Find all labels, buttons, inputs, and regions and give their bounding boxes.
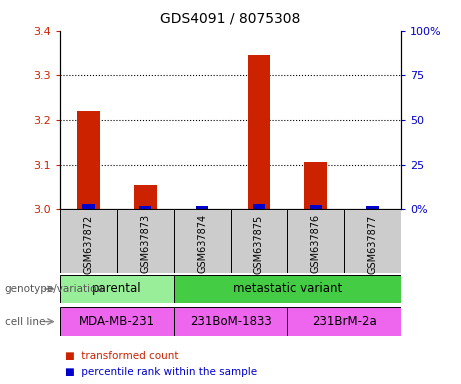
Bar: [287, 209, 344, 273]
Bar: [196, 206, 208, 209]
Bar: [60, 209, 117, 273]
Bar: [82, 204, 95, 209]
Text: GSM637876: GSM637876: [311, 214, 321, 273]
Bar: [366, 206, 379, 209]
Text: GSM637874: GSM637874: [197, 214, 207, 273]
Text: metastatic variant: metastatic variant: [233, 283, 342, 295]
Bar: [134, 185, 157, 209]
Bar: [139, 206, 152, 209]
Bar: [287, 307, 401, 336]
Text: genotype/variation: genotype/variation: [5, 284, 104, 294]
Text: 231BoM-1833: 231BoM-1833: [189, 315, 272, 328]
Text: GSM637873: GSM637873: [140, 214, 150, 273]
Bar: [304, 162, 327, 209]
Bar: [253, 204, 265, 209]
Bar: [344, 209, 401, 273]
Bar: [60, 307, 174, 336]
Text: cell line: cell line: [5, 316, 45, 327]
Text: ■  transformed count: ■ transformed count: [65, 351, 178, 361]
Bar: [230, 209, 287, 273]
Text: GSM637872: GSM637872: [83, 214, 94, 273]
Bar: [60, 275, 174, 303]
Text: GSM637875: GSM637875: [254, 214, 264, 273]
Bar: [77, 111, 100, 209]
Text: GDS4091 / 8075308: GDS4091 / 8075308: [160, 12, 301, 25]
Text: ■  percentile rank within the sample: ■ percentile rank within the sample: [65, 367, 257, 377]
Bar: [117, 209, 174, 273]
Text: MDA-MB-231: MDA-MB-231: [79, 315, 155, 328]
Bar: [248, 55, 270, 209]
Text: parental: parental: [92, 283, 142, 295]
Bar: [174, 209, 230, 273]
Bar: [174, 307, 287, 336]
Bar: [174, 275, 401, 303]
Text: 231BrM-2a: 231BrM-2a: [312, 315, 377, 328]
Bar: [309, 205, 322, 209]
Text: GSM637877: GSM637877: [367, 214, 378, 273]
